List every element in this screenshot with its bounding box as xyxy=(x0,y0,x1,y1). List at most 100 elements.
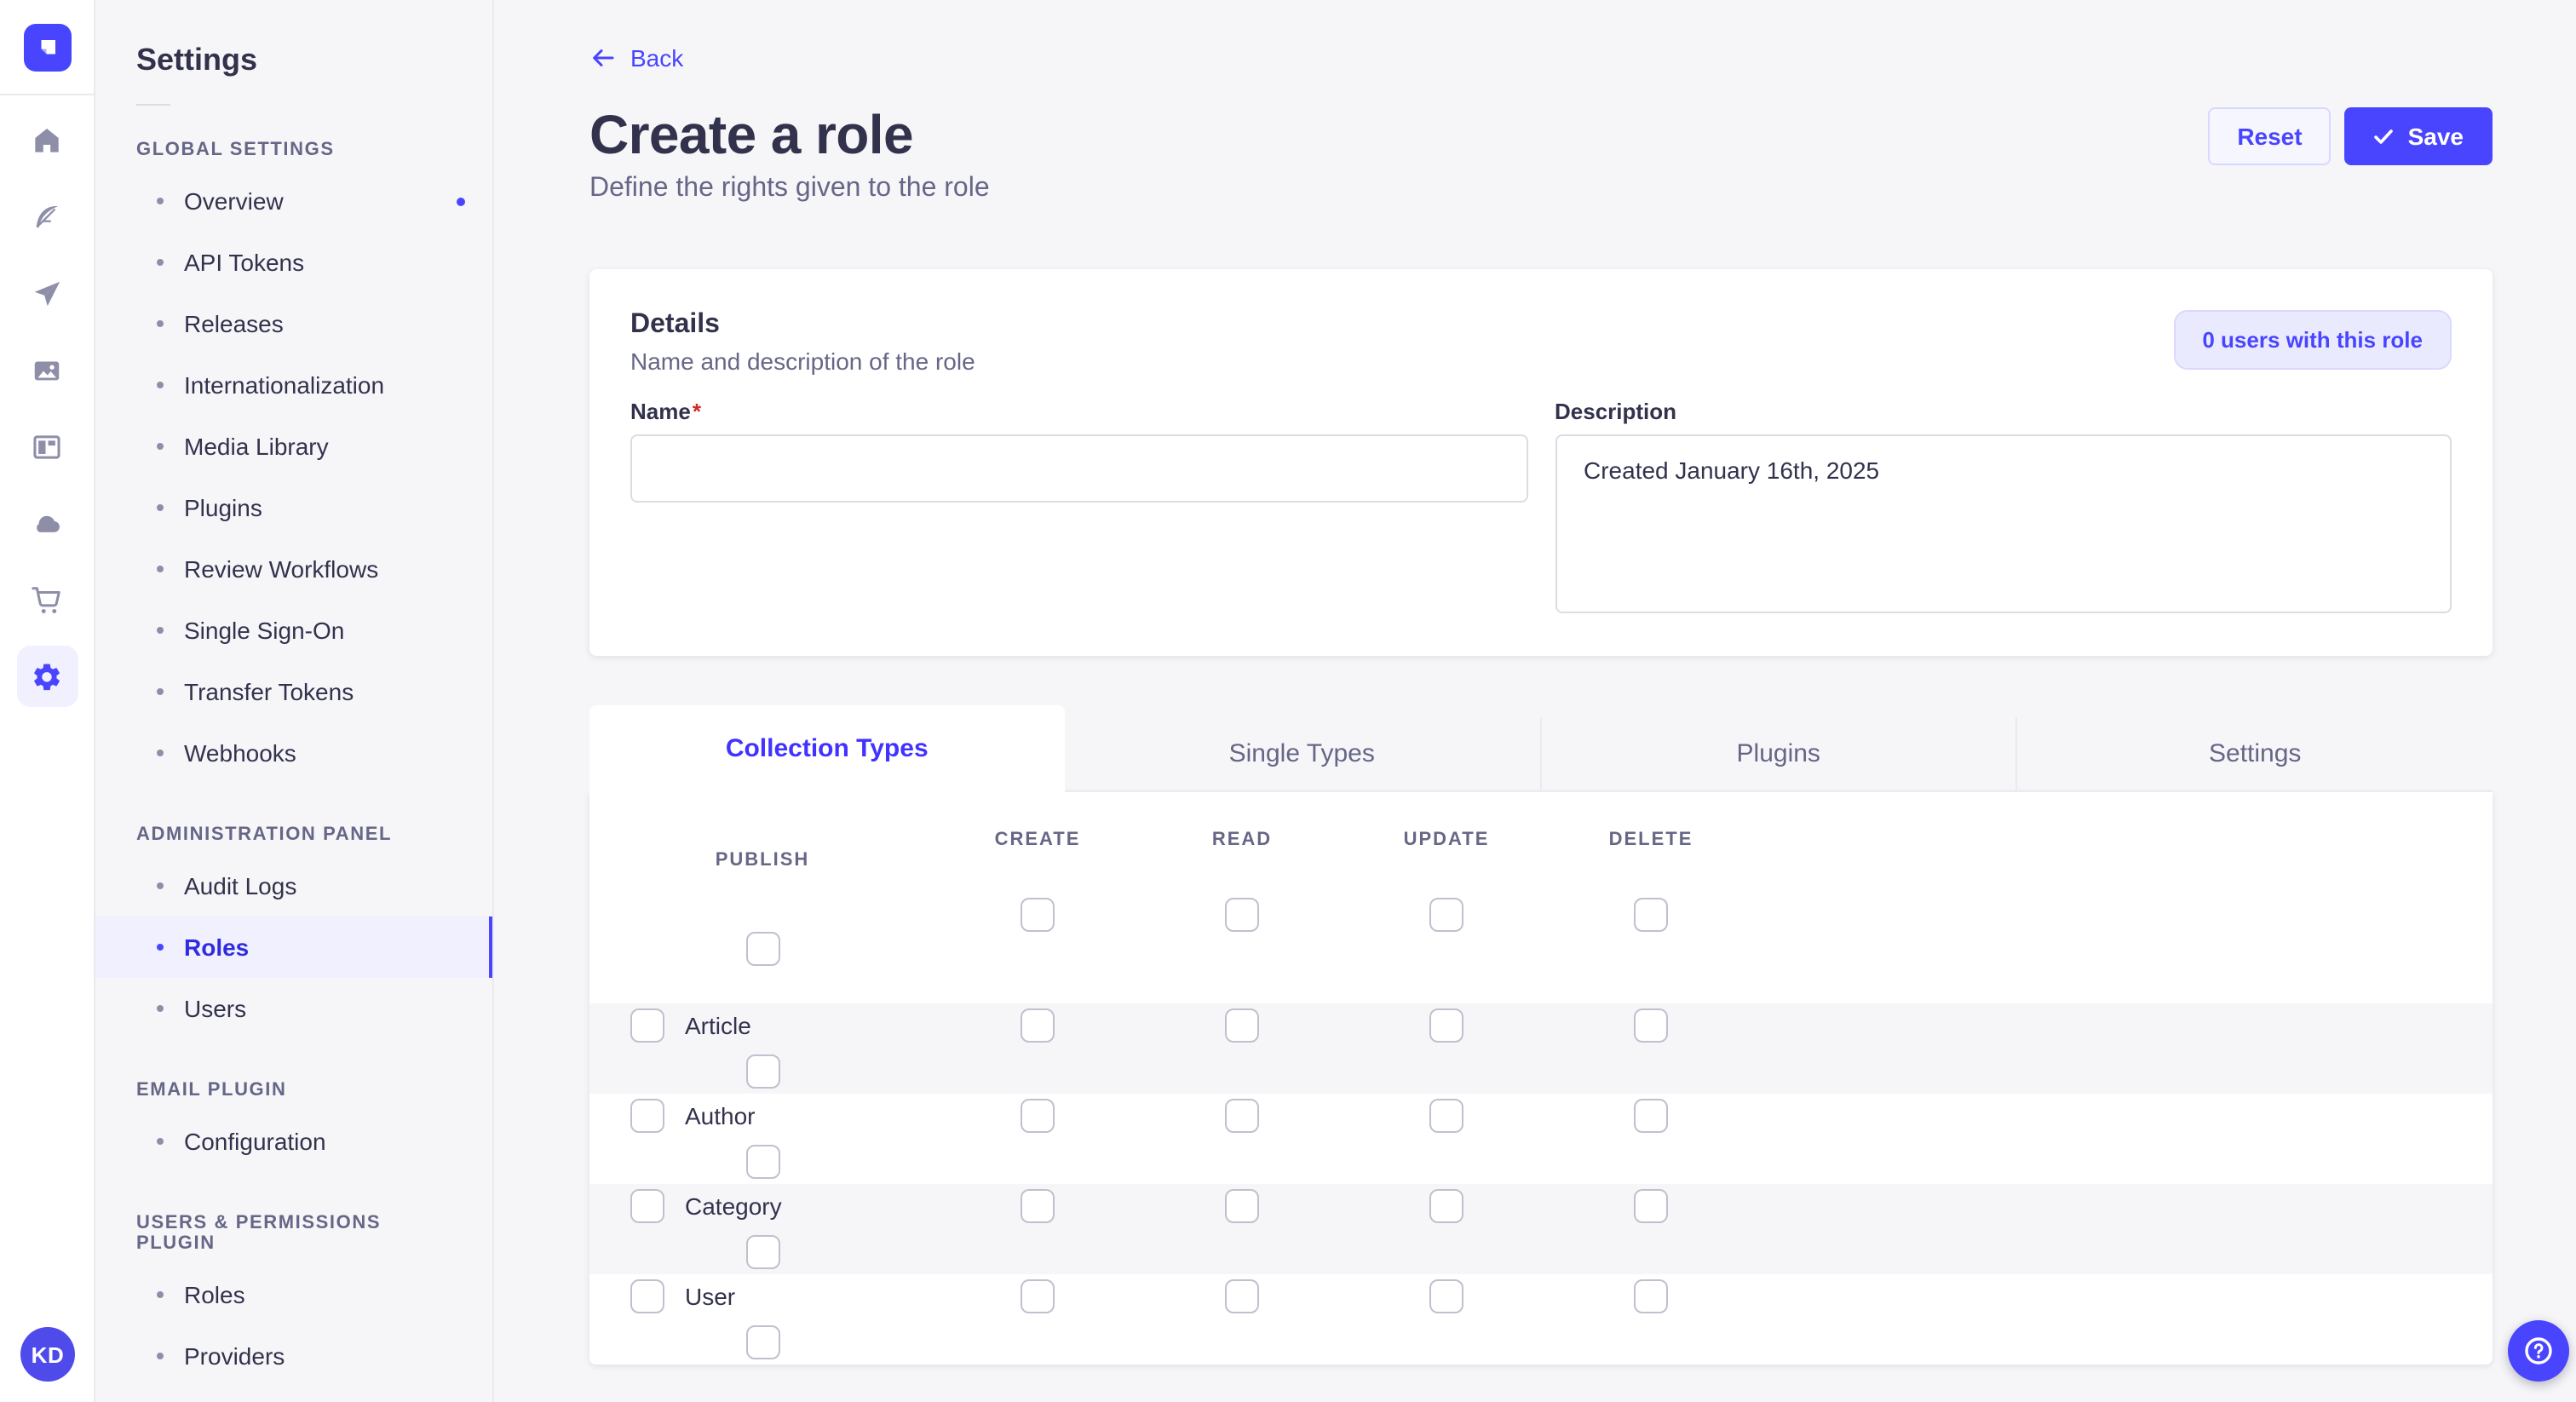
home-icon[interactable] xyxy=(30,123,64,157)
sidebar-item-plugins[interactable]: Plugins xyxy=(95,477,492,538)
save-button[interactable]: Save xyxy=(2344,106,2493,164)
sidebar-item-review-workflows[interactable]: Review Workflows xyxy=(95,538,492,600)
category-create-checkbox[interactable] xyxy=(1021,1189,1055,1224)
article-read-checkbox[interactable] xyxy=(1225,1008,1259,1043)
name-input[interactable] xyxy=(630,434,1527,503)
author-row-checkbox[interactable] xyxy=(630,1099,664,1134)
sidebar-item-media-library[interactable]: Media Library xyxy=(95,416,492,477)
user-update-checkbox[interactable] xyxy=(1429,1279,1463,1314)
strapi-logo-icon[interactable] xyxy=(23,23,71,71)
user-publish-checkbox[interactable] xyxy=(745,1324,779,1359)
gear-icon[interactable] xyxy=(16,646,78,707)
sidebar-item-overview[interactable]: Overview xyxy=(95,170,492,232)
back-link[interactable]: Back xyxy=(589,44,683,72)
bullet-icon xyxy=(157,688,164,695)
category-row-checkbox[interactable] xyxy=(630,1189,664,1224)
description-field-group: Description Created January 16th, 2025 xyxy=(1555,399,2452,622)
cloud-icon[interactable] xyxy=(30,506,64,540)
article-update-checkbox[interactable] xyxy=(1429,1008,1463,1043)
sidebar-item-releases[interactable]: Releases xyxy=(95,293,492,354)
back-arrow-icon xyxy=(593,49,614,66)
help-button[interactable] xyxy=(2508,1320,2569,1382)
feather-icon[interactable] xyxy=(30,199,64,233)
sidebar-item-internationalization[interactable]: Internationalization xyxy=(95,354,492,416)
user-delete-cell xyxy=(1549,1279,1753,1314)
author-delete-checkbox[interactable] xyxy=(1634,1099,1668,1134)
main-content: Back Create a role Reset Save Define the… xyxy=(494,0,2576,1402)
article-delete-checkbox[interactable] xyxy=(1634,1008,1668,1043)
select-all-update-checkbox[interactable] xyxy=(1429,898,1463,932)
section-label: Users & Permissions Plugin xyxy=(136,1213,382,1254)
paper-plane-icon[interactable] xyxy=(30,276,64,310)
tab-single-types[interactable]: Single Types xyxy=(1064,717,1539,792)
tab-plugins[interactable]: Plugins xyxy=(1539,717,2016,792)
select-all-delete-checkbox[interactable] xyxy=(1634,898,1668,932)
sidebar-item-api-tokens[interactable]: API Tokens xyxy=(95,232,492,293)
avatar[interactable]: KD xyxy=(20,1327,75,1382)
category-publish-checkbox[interactable] xyxy=(745,1234,779,1269)
sidebar-section-email-plugin: Email Plugin Configuration xyxy=(95,1080,492,1172)
select-all-delete-cell xyxy=(1549,898,1753,932)
reset-button[interactable]: Reset xyxy=(2208,106,2332,164)
description-textarea[interactable]: Created January 16th, 2025 xyxy=(1555,434,2452,613)
article-publish-checkbox[interactable] xyxy=(745,1054,779,1089)
users-with-role-button[interactable]: 0 users with this role xyxy=(2173,310,2452,370)
select-all-read-checkbox[interactable] xyxy=(1225,898,1259,932)
sidebar-item-roles[interactable]: Roles xyxy=(95,916,492,978)
rail-header xyxy=(0,0,94,95)
category-delete-cell xyxy=(1549,1189,1753,1224)
author-read-checkbox[interactable] xyxy=(1225,1099,1259,1134)
category-read-checkbox[interactable] xyxy=(1225,1189,1259,1224)
article-delete-cell xyxy=(1549,1008,1753,1043)
user-read-checkbox[interactable] xyxy=(1225,1279,1259,1314)
sidebar-item-single-sign-on[interactable]: Single Sign-On xyxy=(95,600,492,661)
category-publish-cell xyxy=(589,1234,935,1269)
check-icon xyxy=(2374,129,2394,143)
media-library-icon[interactable] xyxy=(30,353,64,387)
sidebar-item-roles[interactable]: Roles xyxy=(95,1264,492,1325)
author-update-checkbox[interactable] xyxy=(1429,1099,1463,1134)
user-row-checkbox[interactable] xyxy=(630,1279,664,1314)
sidebar-item-providers[interactable]: Providers xyxy=(95,1325,492,1387)
sidebar-item-webhooks[interactable]: Webhooks xyxy=(95,722,492,784)
sidebar-item-users[interactable]: Users xyxy=(95,978,492,1039)
category-update-checkbox[interactable] xyxy=(1429,1189,1463,1224)
sidebar-item-configuration[interactable]: Configuration xyxy=(95,1111,492,1172)
sidebar-item-label: Webhooks xyxy=(184,739,296,767)
tab-settings[interactable]: Settings xyxy=(2015,717,2493,792)
user-create-checkbox[interactable] xyxy=(1021,1279,1055,1314)
column-header-delete: Delete xyxy=(1608,830,1693,850)
select-all-create-checkbox[interactable] xyxy=(1021,898,1055,932)
select-all-create-cell xyxy=(935,898,1140,932)
cart-icon[interactable] xyxy=(30,583,64,617)
article-create-checkbox[interactable] xyxy=(1021,1008,1055,1043)
sidebar-item-label: Configuration xyxy=(184,1128,326,1155)
section-label: Email Plugin xyxy=(136,1080,287,1100)
sidebar-item-audit-logs[interactable]: Audit Logs xyxy=(95,855,492,916)
user-read-cell xyxy=(1140,1279,1344,1314)
author-publish-cell xyxy=(589,1144,935,1179)
row-label: Article xyxy=(685,1012,751,1040)
permissions-tabs: Collection Types Single Types Plugins Setti… xyxy=(589,705,2493,792)
layout-icon[interactable] xyxy=(30,429,64,463)
sidebar-section-global-settings: Global Settings Overview API Tokens Release… xyxy=(95,140,492,784)
category-read-cell xyxy=(1140,1189,1344,1224)
user-delete-checkbox[interactable] xyxy=(1634,1279,1668,1314)
author-read-cell xyxy=(1140,1099,1344,1134)
sidebar-item-label: Internationalization xyxy=(184,371,385,399)
details-subheading: Name and description of the role xyxy=(630,348,975,375)
select-all-update-cell xyxy=(1344,898,1549,932)
select-all-row xyxy=(589,898,2493,966)
category-delete-checkbox[interactable] xyxy=(1634,1189,1668,1224)
bullet-icon xyxy=(157,1353,164,1359)
main-nav-rail: KD xyxy=(0,0,95,1402)
sidebar-item-transfer-tokens[interactable]: Transfer Tokens xyxy=(95,661,492,722)
page-subtitle: Define the rights given to the role xyxy=(589,174,990,203)
article-row-checkbox[interactable] xyxy=(630,1008,664,1043)
author-publish-checkbox[interactable] xyxy=(745,1144,779,1179)
tab-collection-types[interactable]: Collection Types xyxy=(589,705,1065,792)
select-all-publish-checkbox[interactable] xyxy=(745,932,779,966)
sidebar-item-label: Roles xyxy=(184,1281,245,1308)
author-create-checkbox[interactable] xyxy=(1021,1099,1055,1134)
